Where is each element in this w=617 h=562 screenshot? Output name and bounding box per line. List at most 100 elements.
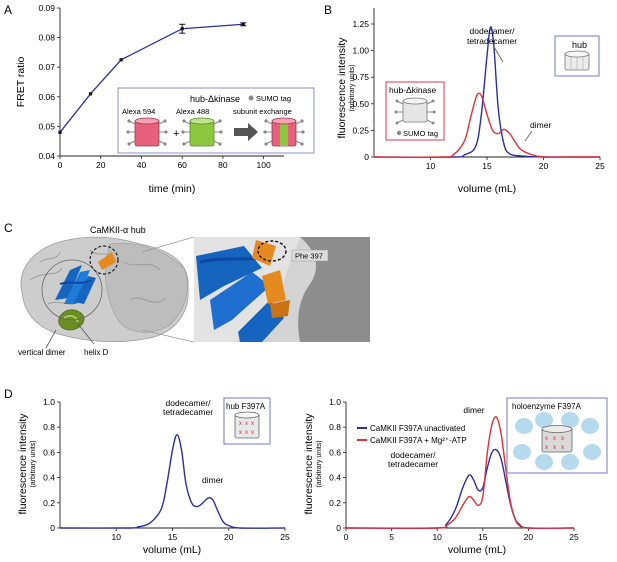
inset-b-left-legend: SUMO tag (403, 129, 438, 138)
panel-label-d: D (4, 387, 13, 401)
chart-d1-peak-label2: tetradecamer (163, 407, 213, 417)
chart-b-xlabel: volume (mL) (458, 183, 516, 195)
y-tick-label: 0.50 (352, 99, 369, 109)
inset-d1-title: hub F397A (226, 402, 266, 411)
blue-helix-icon (55, 265, 96, 304)
y-tick-label: 1.0 (43, 397, 55, 407)
x-tick-label: 10 (432, 532, 442, 542)
x-tick-label: 5 (389, 532, 394, 542)
y-tick-label: 0.06 (38, 92, 55, 102)
chart-b: 10 15 20 25 0 0.25 0.50 0.75 1.00 1.25 volume (mL… (336, 8, 605, 195)
chart-d1-xlabel: volume (mL) (143, 544, 201, 556)
series-line-1 (59, 434, 286, 529)
sumo-tag-icon (248, 95, 254, 101)
data-point (241, 22, 245, 26)
y-tick-label: 0.09 (38, 3, 55, 13)
inset-b-right-title: hub (572, 40, 587, 50)
chart-d1: 10 15 20 25 0 0.2 0.4 0.6 0.8 1.0 volume (mL) flu… (17, 397, 290, 556)
x-tick-label: 25 (569, 532, 579, 542)
svg-text:x: x (239, 430, 242, 436)
hub-surface-structure (20, 236, 189, 343)
chart-b-inset-right: hub (554, 35, 600, 77)
y-tick-label: 0.07 (38, 62, 55, 72)
chart-d2-dimer-label: dimer (463, 405, 484, 415)
inset-a-legend: SUMO tag (256, 94, 291, 103)
svg-text:x: x (239, 421, 242, 427)
x-tick-label: 40 (137, 160, 147, 170)
x-tick-label: 20 (224, 532, 234, 542)
inset-a-label1: Alexa 594 (122, 107, 155, 116)
svg-text:x: x (561, 436, 564, 442)
phe397-marker-circle (89, 245, 119, 275)
chart-d2-ylabel: fluorescence intensity (303, 413, 315, 515)
y-tick-label: 0 (336, 523, 341, 533)
x-tick-label: 100 (257, 160, 271, 170)
inset-b-left-title: hub-Δkinase (389, 85, 437, 95)
chart-a: 0 20 40 60 80 100 0.04 0.05 0.06 0.07 0.08 0.09 tim… (15, 3, 315, 195)
zoom-inset: Phe 397 (194, 237, 370, 342)
series-line-1 (373, 26, 601, 158)
y-tick-label: 0.8 (329, 422, 341, 432)
chart-a-ylabel: FRET ratio (15, 57, 27, 108)
x-tick-label: 20 (96, 160, 106, 170)
data-point (58, 130, 62, 134)
x-tick-label: 15 (168, 532, 178, 542)
y-tick-label: 0.4 (329, 473, 341, 483)
x-tick-label: 10 (112, 532, 122, 542)
x-tick-label: 25 (280, 532, 290, 542)
inset-a-label2: Alexa 488 (176, 107, 209, 116)
chart-d1-ylabel2: (arbitrary units) (30, 440, 37, 487)
panel-c-helix-d: helix D (84, 348, 109, 357)
y-tick-label: 0.6 (329, 447, 341, 457)
data-point (88, 92, 93, 96)
svg-text:x: x (553, 436, 556, 442)
y-tick-label: 0.2 (43, 498, 55, 508)
svg-text:x: x (251, 430, 254, 436)
y-tick-label: 1.00 (352, 46, 369, 56)
chart-a-inset: hub-Δkinase SUMO tag Alexa 594 Alexa 488… (117, 87, 315, 154)
orange-loop-icon (98, 252, 116, 270)
y-tick-label: 0.2 (329, 498, 341, 508)
data-point (119, 58, 123, 62)
chart-d2-xlabel: volume (mL) (448, 544, 506, 556)
x-tick-label: 0 (344, 532, 349, 542)
inset-a-plus: + (173, 128, 179, 140)
phe397-marker-ellipse (257, 240, 287, 262)
inset-d2-title: holoenzyme F397A (512, 402, 582, 411)
x-tick-label: 60 (177, 160, 187, 170)
panel-c-vertical-dimer: vertical dimer (18, 348, 66, 357)
panel-c: CaMKII-α hub vertical dimer helix D (18, 225, 370, 357)
svg-text:x: x (245, 430, 248, 436)
x-tick-label: 25 (595, 161, 605, 171)
series-line-2 (373, 92, 600, 158)
chart-b-dimer-pointer (524, 130, 533, 142)
chart-b-dimer-label: dimer (530, 120, 551, 130)
x-tick-label: 10 (426, 161, 436, 171)
mixed-ring-icon (263, 117, 305, 147)
svg-text:x: x (553, 445, 556, 451)
chart-b-ylabel: fluorescence intensity (336, 37, 348, 139)
y-tick-label: 0.75 (352, 72, 369, 82)
svg-text:x: x (561, 445, 564, 451)
svg-text:x: x (251, 421, 254, 427)
chart-d2-peak-label2: tetradecamer (388, 459, 438, 469)
chart-b-peak-label1: dodecamer/ (470, 26, 516, 36)
pink-ring-icon (126, 117, 168, 147)
chart-b-peak-label2: tetradecamer (467, 36, 517, 46)
chart-d2: 0 5 10 15 20 25 0 0.2 0.4 0.6 0.8 1.0 volume (mL) f… (303, 397, 608, 556)
chart-d2-peak-label1: dodecamer/ (391, 450, 437, 460)
panel-label-a: A (4, 3, 12, 17)
chart-d2-legend-item-2: CaMKII F397A + Mg²⁺-ATP (370, 436, 467, 445)
vertical-dimer-circle (41, 259, 103, 321)
grey-ring-icon (394, 97, 436, 125)
y-tick-label: 0.8 (43, 422, 55, 432)
y-tick-label: 0.4 (43, 473, 55, 483)
chart-d2-ylabel2: (arbitrary units) (316, 440, 323, 487)
chart-d1-peak-label1: dodecamer/ (166, 398, 212, 408)
panel-c-phe-label: Phe 397 (295, 252, 323, 261)
panel-label-b: B (324, 3, 332, 17)
y-tick-label: 0 (364, 152, 369, 162)
